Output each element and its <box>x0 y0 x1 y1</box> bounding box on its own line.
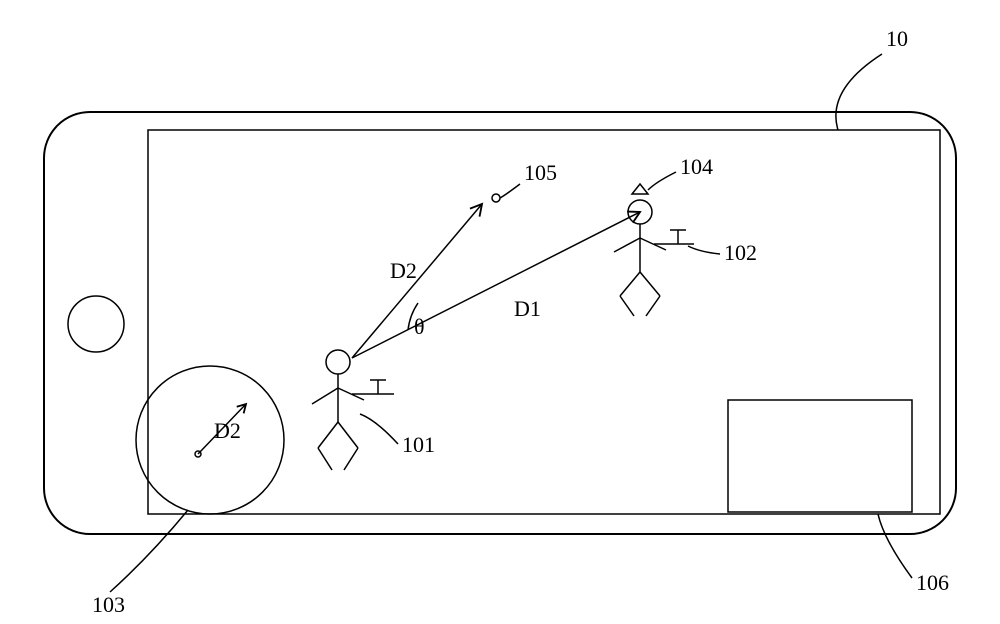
player-figure <box>312 350 394 470</box>
callout-label-103: 103 <box>92 592 125 617</box>
callout-label-105: 105 <box>524 160 557 185</box>
callout-leader-10 <box>836 54 882 130</box>
theta-label: θ <box>414 314 425 339</box>
direction-d1-arrow <box>352 212 640 358</box>
direction-d1-label: D1 <box>514 296 541 321</box>
callout-leader-102 <box>688 246 720 254</box>
target-cursor-icon <box>632 184 648 194</box>
callout-leader-105 <box>500 184 520 198</box>
callout-leader-103 <box>110 510 188 592</box>
joystick-outer[interactable] <box>136 366 284 514</box>
callout-label-104: 104 <box>680 154 713 179</box>
enemy-figure <box>614 200 694 316</box>
callout-leader-106 <box>878 514 912 578</box>
direction-d2-label: D2 <box>390 258 417 283</box>
joystick-direction-label: D2 <box>214 418 241 443</box>
callout-label-101: 101 <box>402 432 435 457</box>
callout-label-102: 102 <box>724 240 757 265</box>
callout-label-10: 10 <box>886 26 908 51</box>
device-screen <box>148 130 940 514</box>
callout-leader-101 <box>360 414 398 444</box>
home-button[interactable] <box>68 296 124 352</box>
callout-label-106: 106 <box>916 570 949 595</box>
aim-dot <box>492 194 500 202</box>
device-body <box>44 112 956 534</box>
minimap-panel[interactable] <box>728 400 912 512</box>
callout-leader-104 <box>648 172 676 190</box>
